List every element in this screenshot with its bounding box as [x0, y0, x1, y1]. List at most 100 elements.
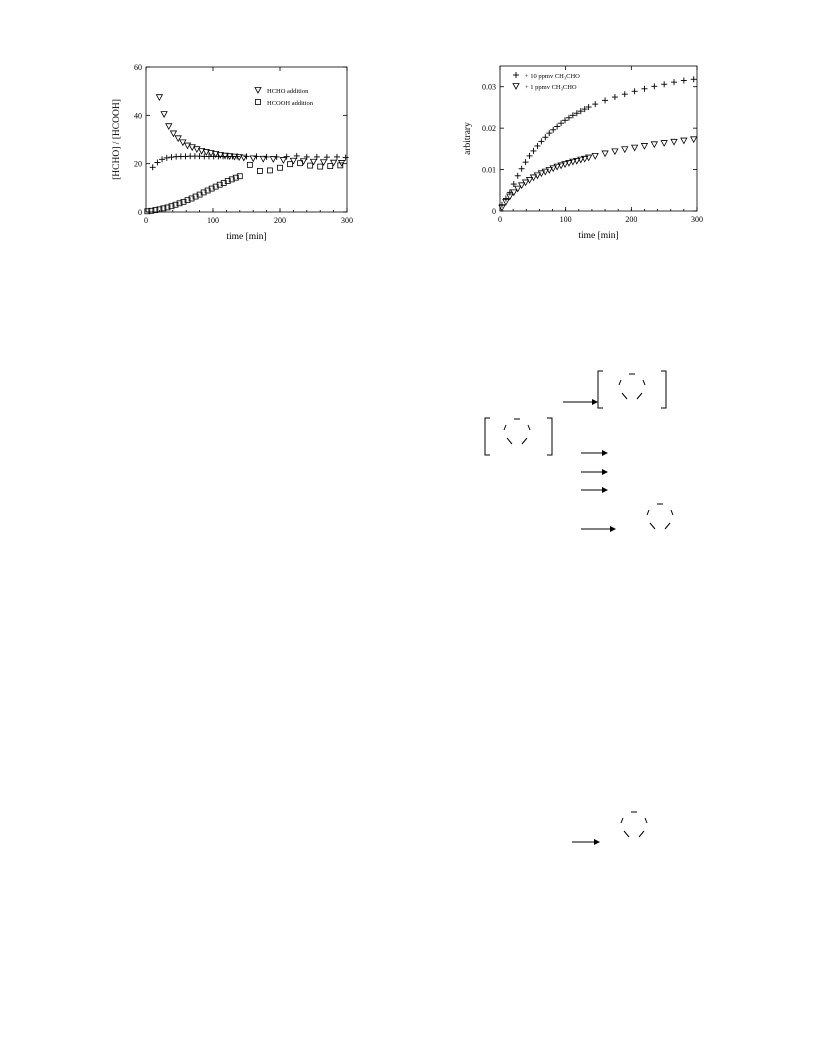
x-tick-label: 100 — [560, 215, 572, 224]
ring-structure — [646, 503, 674, 530]
data-point — [518, 165, 525, 172]
arrowhead — [592, 399, 598, 405]
data-point — [581, 155, 589, 163]
data-point — [514, 185, 522, 193]
data-point — [249, 155, 257, 163]
x-tick-label: 300 — [691, 215, 703, 224]
data-point — [670, 138, 678, 146]
data-point — [204, 187, 211, 194]
data-point — [192, 193, 199, 200]
data-point — [313, 153, 320, 160]
legend-label: HCHO addition — [267, 88, 309, 95]
data-point — [184, 197, 191, 204]
arrowhead — [610, 526, 616, 532]
data-point — [197, 147, 206, 155]
data-point — [212, 151, 220, 158]
data-point — [256, 168, 263, 174]
data-point — [299, 158, 308, 166]
data-point — [542, 134, 549, 141]
data-point — [144, 208, 151, 215]
plot-frame — [499, 65, 698, 212]
data-point — [155, 94, 164, 102]
data-point — [202, 149, 210, 156]
data-point — [581, 106, 588, 113]
series-0 — [155, 94, 346, 167]
data-point — [592, 101, 599, 108]
arrowhead — [594, 839, 600, 845]
data-point — [309, 158, 318, 166]
y-tick-label: 40 — [134, 111, 142, 120]
data-point — [327, 163, 334, 169]
data-point — [163, 154, 170, 161]
data-point — [537, 170, 546, 178]
data-point — [236, 173, 243, 180]
data-point — [329, 159, 338, 167]
legend-marker — [513, 72, 519, 78]
data-point — [584, 154, 593, 162]
legend-label: HCOOH addition — [267, 100, 314, 107]
data-point — [562, 117, 569, 124]
data-point — [569, 158, 577, 166]
data-point — [650, 141, 658, 149]
x-tick-label: 200 — [274, 216, 286, 225]
data-point — [690, 136, 698, 144]
data-point — [273, 153, 280, 160]
data-point — [630, 144, 639, 152]
data-point — [554, 123, 561, 130]
data-point — [228, 176, 235, 183]
data-point — [534, 142, 541, 149]
data-point — [621, 91, 628, 98]
data-point — [565, 114, 572, 121]
data-point — [269, 156, 277, 163]
reaction-scheme — [484, 370, 674, 845]
legend-label: + 1 ppmv CH₃CHO — [525, 84, 577, 91]
y-tick-label: 0 — [138, 208, 142, 217]
data-point — [212, 183, 219, 190]
data-point — [168, 203, 175, 210]
data-point — [533, 172, 542, 180]
data-point — [174, 135, 182, 143]
data-point — [550, 126, 557, 133]
data-point — [221, 152, 229, 160]
data-point — [289, 157, 298, 165]
data-point — [502, 198, 510, 206]
data-point — [337, 162, 344, 169]
data-point — [506, 193, 514, 201]
y-tick-label: 0.03 — [482, 83, 496, 92]
data-point — [545, 167, 553, 174]
data-point — [240, 154, 248, 162]
data-point — [521, 179, 530, 187]
data-point — [526, 152, 533, 159]
data-point — [569, 112, 576, 119]
data-point — [641, 85, 648, 92]
data-point — [577, 108, 584, 115]
data-point — [148, 207, 155, 214]
data-point — [159, 156, 166, 163]
data-point — [152, 207, 159, 213]
y-tick-label: 0.01 — [482, 166, 496, 175]
y-tick-label: 60 — [134, 63, 142, 72]
data-point — [216, 152, 225, 159]
data-point — [561, 161, 569, 169]
ring-structure — [503, 418, 531, 445]
data-point — [259, 155, 267, 163]
data-point — [303, 153, 310, 160]
data-point — [277, 164, 283, 171]
data-point — [558, 120, 565, 127]
data-point — [317, 163, 324, 170]
data-point — [156, 206, 163, 213]
data-point — [573, 110, 580, 117]
data-point — [541, 168, 549, 176]
y-axis-label: arbitrary — [463, 122, 473, 155]
data-point — [224, 178, 231, 184]
data-point — [154, 159, 161, 166]
data-point — [232, 174, 239, 181]
x-tick-label: 300 — [341, 216, 353, 225]
data-point — [160, 205, 167, 212]
data-point — [230, 153, 239, 161]
data-point — [293, 152, 300, 159]
ring-structure — [618, 373, 646, 400]
data-point — [573, 157, 581, 165]
data-point — [283, 153, 290, 160]
arrowhead — [602, 450, 608, 456]
